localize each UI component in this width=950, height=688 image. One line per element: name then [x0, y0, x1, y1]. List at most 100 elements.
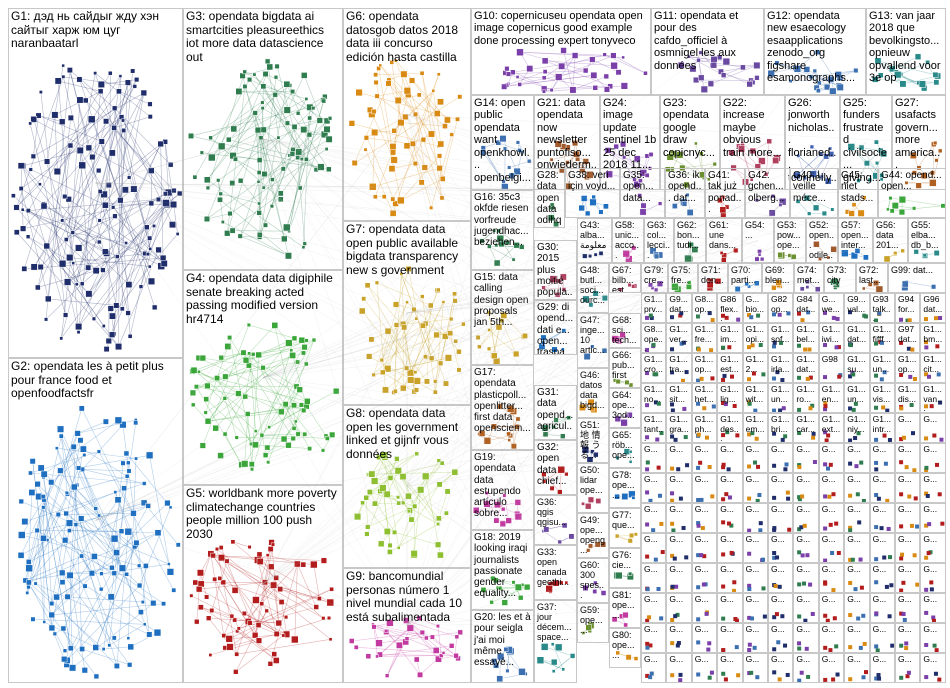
node-icon[interactable]	[549, 88, 554, 93]
node-icon[interactable]	[499, 318, 505, 324]
node-icon[interactable]	[772, 376, 777, 381]
node-icon[interactable]	[291, 402, 297, 409]
node-icon[interactable]	[199, 150, 204, 155]
node-icon[interactable]	[833, 644, 838, 649]
node-icon[interactable]	[503, 646, 509, 652]
node-icon[interactable]	[252, 441, 259, 449]
node-icon[interactable]	[670, 315, 675, 320]
node-icon[interactable]	[302, 431, 308, 437]
node-icon[interactable]	[433, 379, 438, 384]
node-icon[interactable]	[721, 616, 726, 621]
node-icon[interactable]	[494, 501, 501, 509]
node-icon[interactable]	[417, 486, 425, 494]
node-icon[interactable]	[899, 437, 904, 442]
node-icon[interactable]	[408, 516, 415, 523]
node-icon[interactable]	[905, 674, 910, 679]
node-icon[interactable]	[553, 221, 559, 227]
node-icon[interactable]	[437, 98, 444, 106]
node-icon[interactable]	[721, 345, 726, 350]
node-icon[interactable]	[25, 208, 31, 214]
node-icon[interactable]	[551, 669, 556, 674]
node-icon[interactable]	[550, 658, 558, 666]
node-icon[interactable]	[939, 437, 944, 442]
node-icon[interactable]	[262, 71, 269, 78]
node-icon[interactable]	[437, 360, 444, 366]
node-icon[interactable]	[276, 135, 281, 140]
node-icon[interactable]	[710, 61, 718, 69]
node-icon[interactable]	[760, 372, 765, 377]
node-icon[interactable]	[809, 375, 814, 380]
node-icon[interactable]	[554, 140, 562, 148]
node-icon[interactable]	[803, 194, 811, 202]
node-icon[interactable]	[754, 256, 760, 262]
node-icon[interactable]	[262, 452, 269, 458]
node-icon[interactable]	[325, 135, 333, 143]
node-icon[interactable]	[873, 467, 878, 472]
node-icon[interactable]	[736, 673, 741, 678]
node-icon[interactable]	[899, 556, 904, 561]
node-icon[interactable]	[590, 71, 598, 79]
node-icon[interactable]	[89, 153, 96, 161]
node-icon[interactable]	[30, 153, 36, 159]
node-icon[interactable]	[757, 252, 762, 257]
node-icon[interactable]	[175, 232, 180, 236]
node-icon[interactable]	[257, 201, 261, 206]
node-icon[interactable]	[886, 207, 890, 212]
node-icon[interactable]	[67, 114, 74, 121]
node-icon[interactable]	[441, 300, 446, 304]
node-icon[interactable]	[301, 245, 306, 250]
node-icon[interactable]	[515, 416, 521, 422]
node-icon[interactable]	[427, 302, 434, 309]
node-icon[interactable]	[41, 505, 46, 510]
node-icon[interactable]	[92, 644, 100, 651]
node-icon[interactable]	[857, 209, 865, 217]
node-icon[interactable]	[43, 242, 51, 250]
node-icon[interactable]	[729, 550, 734, 555]
node-icon[interactable]	[326, 166, 332, 173]
node-icon[interactable]	[645, 371, 650, 376]
node-icon[interactable]	[93, 71, 98, 76]
node-icon[interactable]	[18, 531, 26, 539]
node-icon[interactable]	[925, 60, 930, 65]
node-icon[interactable]	[813, 241, 820, 248]
node-icon[interactable]	[35, 112, 42, 119]
node-icon[interactable]	[933, 79, 940, 86]
node-icon[interactable]	[273, 657, 280, 664]
node-icon[interactable]	[475, 334, 481, 340]
node-icon[interactable]	[749, 616, 754, 621]
node-icon[interactable]	[571, 52, 579, 59]
node-icon[interactable]	[653, 400, 658, 405]
node-icon[interactable]	[326, 598, 335, 607]
node-icon[interactable]	[374, 93, 380, 99]
node-icon[interactable]	[76, 96, 84, 104]
node-icon[interactable]	[62, 648, 68, 653]
node-icon[interactable]	[85, 290, 93, 298]
node-icon[interactable]	[124, 79, 131, 86]
node-icon[interactable]	[435, 624, 440, 629]
node-icon[interactable]	[730, 374, 735, 379]
node-icon[interactable]	[695, 378, 700, 383]
node-icon[interactable]	[59, 579, 66, 586]
node-icon[interactable]	[694, 141, 698, 146]
node-icon[interactable]	[825, 466, 830, 471]
node-icon[interactable]	[267, 425, 272, 429]
node-icon[interactable]	[899, 524, 904, 529]
node-icon[interactable]	[683, 181, 690, 189]
node-icon[interactable]	[777, 584, 782, 589]
node-icon[interactable]	[920, 172, 928, 180]
node-icon[interactable]	[778, 198, 787, 206]
node-icon[interactable]	[218, 142, 226, 150]
node-icon[interactable]	[301, 350, 306, 356]
node-icon[interactable]	[383, 490, 391, 498]
node-icon[interactable]	[753, 61, 761, 69]
node-icon[interactable]	[670, 498, 675, 503]
node-icon[interactable]	[619, 141, 627, 148]
node-icon[interactable]	[875, 285, 884, 293]
node-icon[interactable]	[424, 378, 430, 385]
node-icon[interactable]	[786, 311, 791, 316]
node-icon[interactable]	[407, 509, 411, 514]
node-icon[interactable]	[412, 111, 418, 117]
node-icon[interactable]	[236, 626, 241, 631]
node-icon[interactable]	[399, 272, 404, 276]
node-icon[interactable]	[628, 382, 634, 387]
